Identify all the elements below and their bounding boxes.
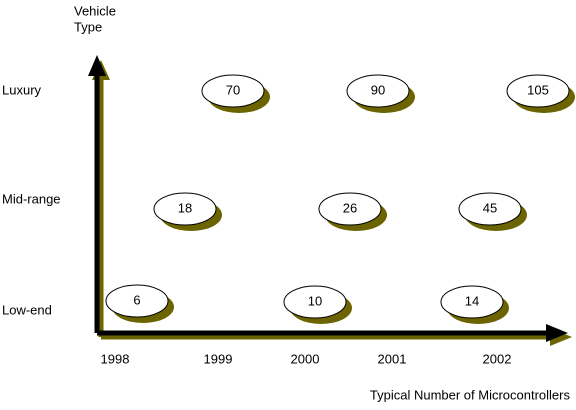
bubble (458, 192, 522, 226)
bubble-value: 14 (465, 293, 479, 308)
bubble-value: 6 (133, 292, 140, 307)
vehicle-type-label: Luxury (2, 82, 42, 97)
bubble (153, 192, 217, 226)
year-label: 1998 (101, 351, 130, 366)
vehicle-type-label: Mid-range (2, 191, 61, 206)
x-arrow (546, 324, 568, 342)
bubble (201, 74, 265, 108)
bubble (283, 285, 347, 319)
bubble-value: 90 (371, 82, 385, 97)
bubble-value: 18 (178, 200, 192, 215)
bubble-value: 10 (308, 293, 322, 308)
bubble (346, 74, 410, 108)
vehicle-type-label: Low-end (2, 302, 52, 317)
year-label: 1999 (204, 351, 233, 366)
bubble (440, 285, 504, 319)
bubble-value: 45 (483, 200, 497, 215)
year-label: 2002 (483, 351, 512, 366)
x-axis-title: Typical Number of Microcontrollers (370, 387, 571, 402)
bubble (506, 74, 570, 108)
year-label: 2000 (291, 351, 320, 366)
axes (88, 55, 572, 346)
year-label: 2001 (378, 351, 407, 366)
y-arrow (88, 55, 106, 76)
bubble-value: 70 (226, 82, 240, 97)
bubble (105, 284, 169, 318)
y-axis-title: Type (74, 19, 102, 34)
y-axis-title: Vehicle (74, 3, 116, 18)
bubble-value: 105 (527, 82, 549, 97)
bubble (318, 192, 382, 226)
bubble-value: 26 (343, 200, 357, 215)
